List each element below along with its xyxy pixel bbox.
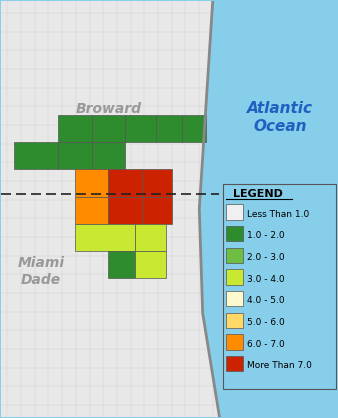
Bar (135, 251, 166, 278)
Bar (108, 196, 142, 224)
Bar (125, 115, 155, 143)
Bar (108, 169, 142, 196)
Bar (226, 291, 243, 306)
Bar (226, 269, 243, 285)
Bar (226, 356, 243, 372)
Text: Less Than 1.0: Less Than 1.0 (247, 209, 309, 219)
Bar (75, 196, 108, 224)
Bar (1, 1, 219, 417)
Bar (223, 184, 336, 389)
Text: 1.0 - 2.0: 1.0 - 2.0 (247, 231, 285, 240)
Bar (135, 224, 166, 251)
Bar (75, 169, 108, 196)
Bar (108, 251, 135, 278)
Bar (75, 224, 135, 251)
Bar (14, 143, 58, 169)
Bar (226, 204, 243, 220)
Text: 6.0 - 7.0: 6.0 - 7.0 (247, 339, 285, 349)
Polygon shape (199, 1, 337, 417)
Bar (58, 143, 92, 169)
Text: 2.0 - 3.0: 2.0 - 3.0 (247, 253, 285, 262)
Bar (226, 247, 243, 263)
Text: Atlantic
Ocean: Atlantic Ocean (247, 101, 313, 133)
Bar (92, 115, 125, 143)
Text: LEGEND: LEGEND (233, 189, 283, 199)
Text: More Than 7.0: More Than 7.0 (247, 361, 312, 370)
Text: 4.0 - 5.0: 4.0 - 5.0 (247, 296, 285, 305)
Bar (226, 226, 243, 242)
Text: Miami
Dade: Miami Dade (18, 256, 65, 287)
Text: 5.0 - 6.0: 5.0 - 6.0 (247, 318, 285, 327)
Text: Broward: Broward (75, 102, 141, 116)
Bar (226, 334, 243, 350)
Bar (92, 143, 125, 169)
Bar (183, 115, 206, 143)
Text: 3.0 - 4.0: 3.0 - 4.0 (247, 275, 285, 283)
Bar (58, 115, 92, 143)
Bar (142, 169, 172, 196)
Bar (155, 115, 183, 143)
Bar (142, 196, 172, 224)
Bar (226, 313, 243, 328)
